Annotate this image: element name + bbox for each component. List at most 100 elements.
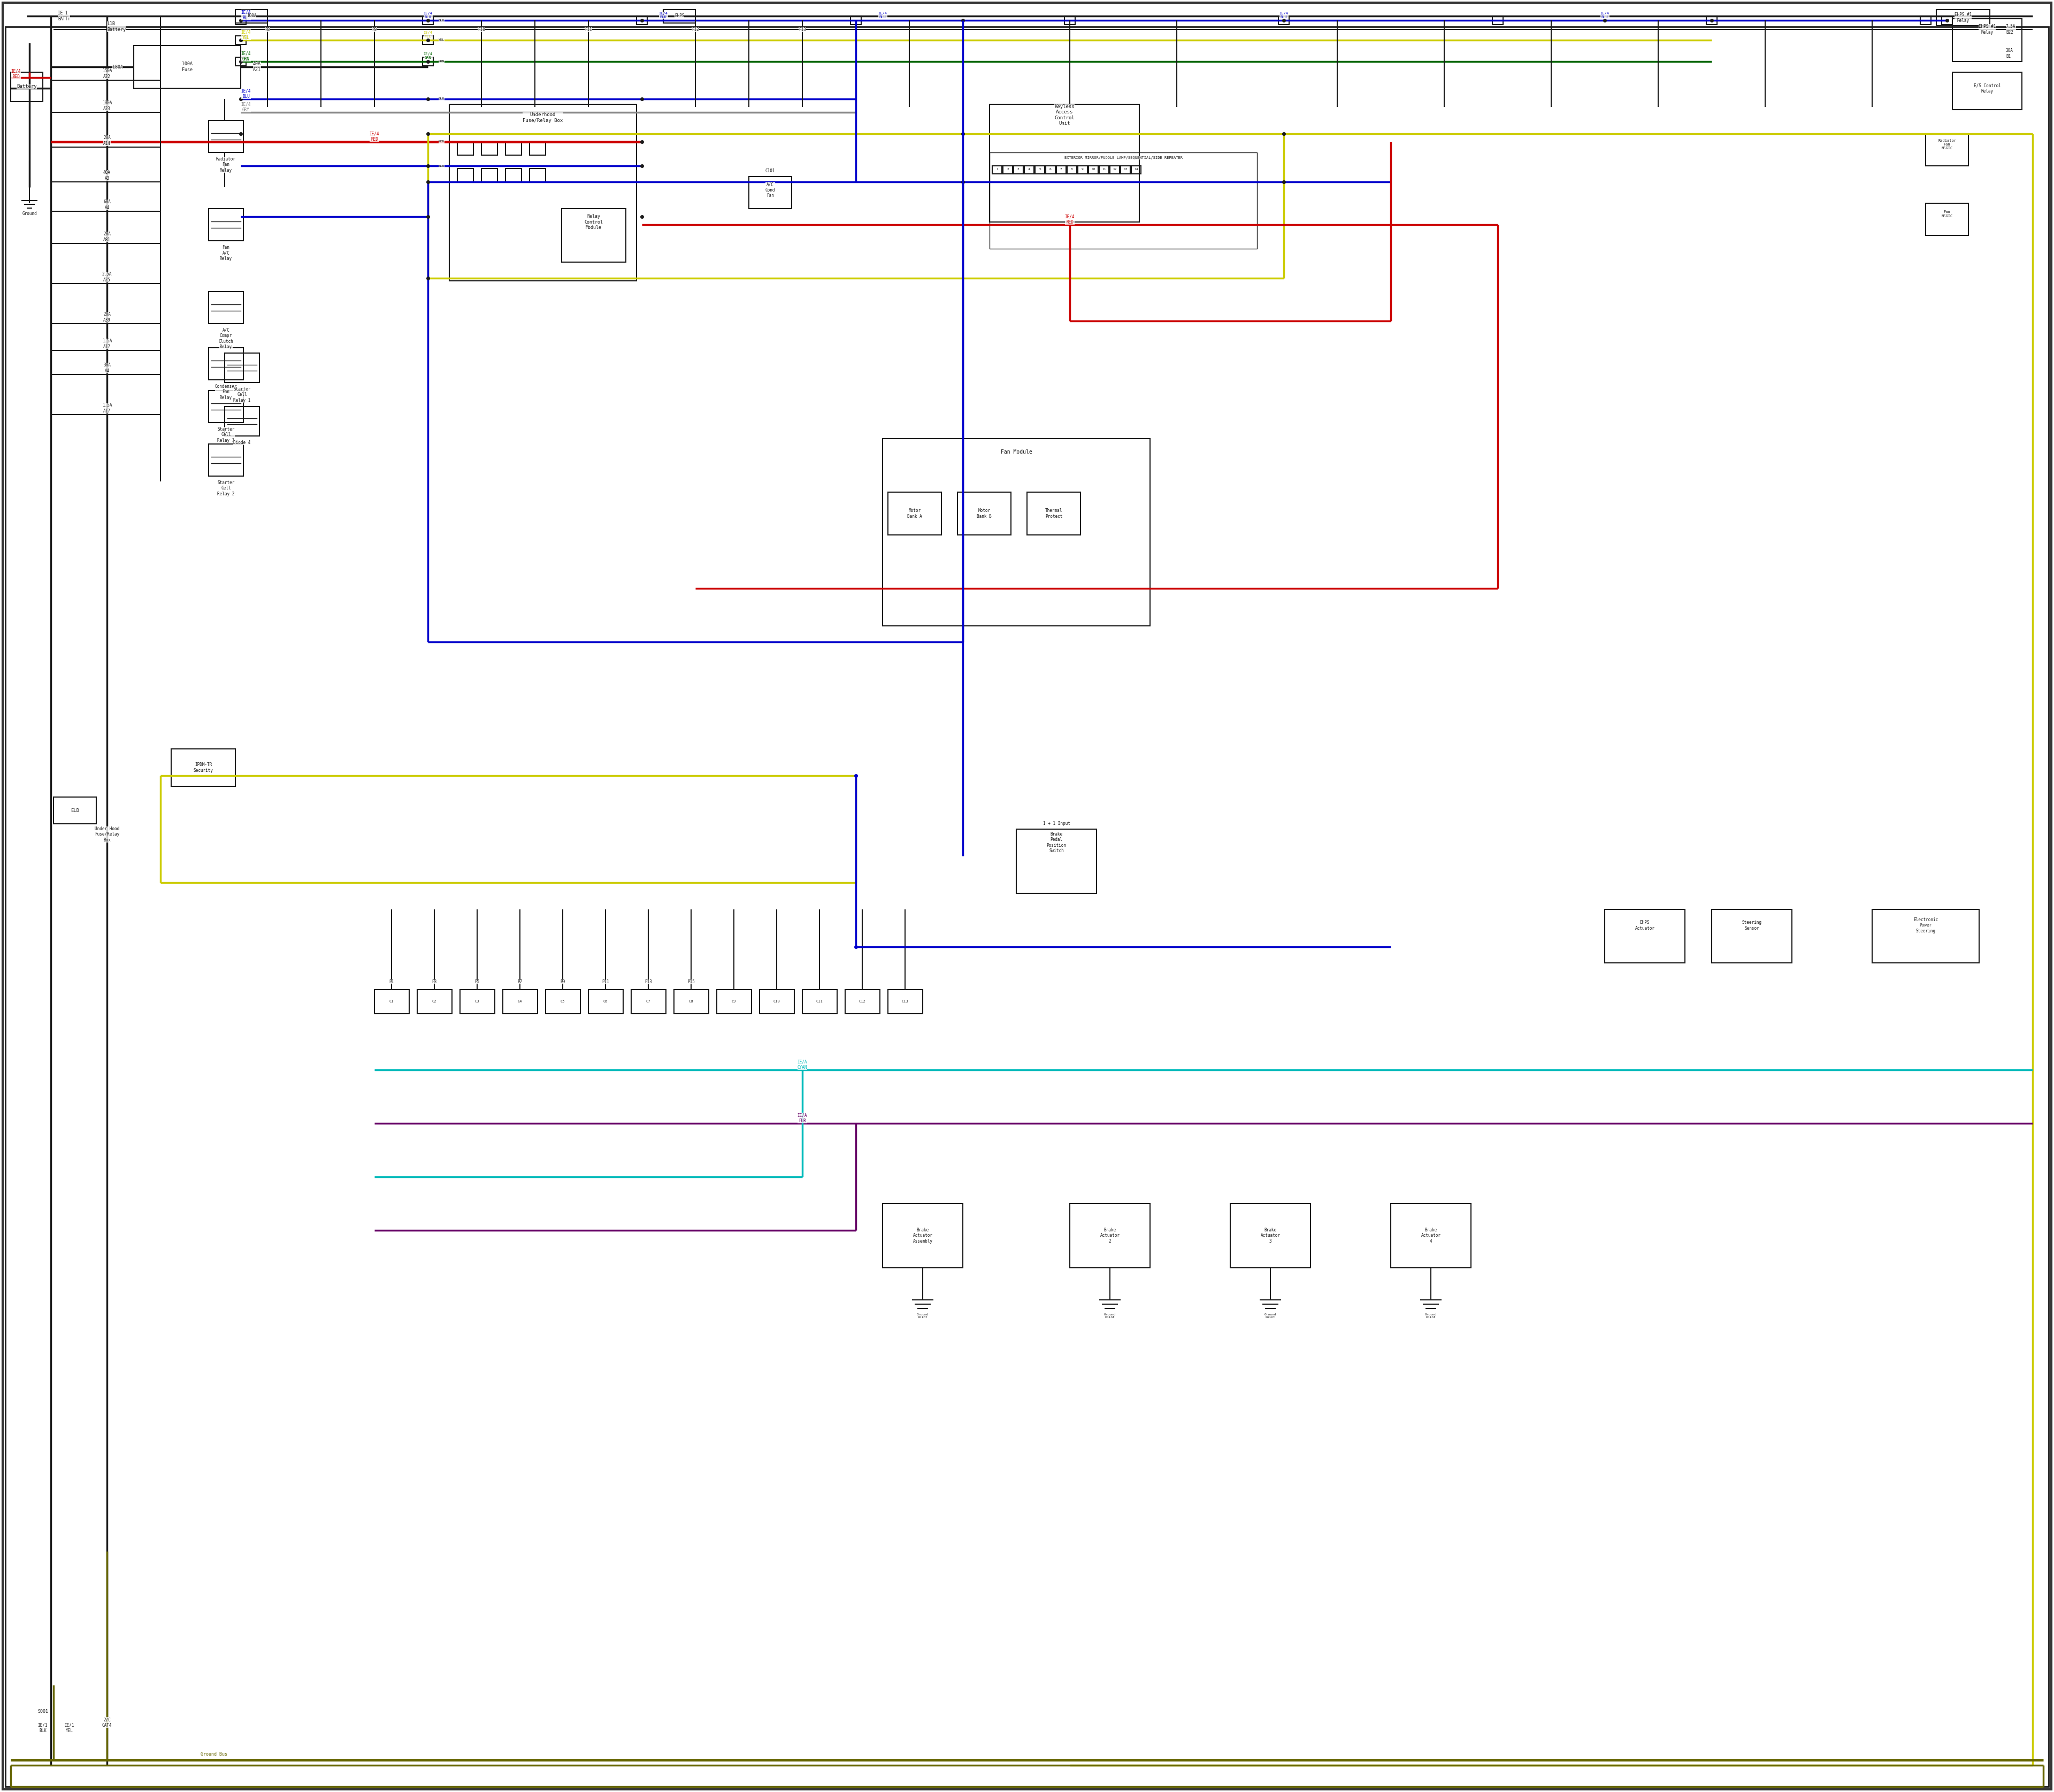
Bar	[1953, 72, 2021, 109]
Bar	[1089, 167, 1099, 174]
Text: Steering
Sensor: Steering Sensor	[1742, 921, 1762, 930]
Text: IE/1
BLK: IE/1 BLK	[37, 1722, 47, 1733]
Text: IE/4
YEL: IE/4 YEL	[423, 30, 433, 38]
Bar	[450, 104, 637, 281]
Bar	[587, 989, 622, 1014]
Bar	[844, 989, 879, 1014]
Bar	[1013, 167, 1023, 174]
Bar	[236, 57, 246, 66]
Text: P7: P7	[518, 978, 522, 984]
Text: EHPS #1
Relay: EHPS #1 Relay	[1955, 13, 1972, 23]
Bar	[210, 208, 242, 240]
Text: ELD: ELD	[70, 808, 80, 814]
Bar	[1109, 167, 1119, 174]
Bar	[1002, 167, 1013, 174]
Text: Ground: Ground	[23, 211, 37, 217]
Bar	[1927, 134, 1968, 167]
Text: A/C
Cond
Fan: A/C Cond Fan	[766, 183, 774, 197]
Bar	[1132, 167, 1140, 174]
Bar	[1027, 493, 1080, 536]
Bar	[1711, 909, 1791, 962]
Text: F11: F11	[585, 27, 592, 32]
Text: F8: F8	[265, 27, 269, 32]
Text: IE/4
GRY: IE/4 GRY	[240, 102, 251, 113]
Text: IE/4
GRN: IE/4 GRN	[240, 50, 251, 61]
Bar	[1230, 1204, 1310, 1267]
Bar	[210, 120, 242, 152]
Text: 12: 12	[1113, 168, 1117, 170]
Bar	[1941, 16, 1953, 25]
Text: P1: P1	[388, 978, 394, 984]
Bar	[637, 16, 647, 25]
Bar	[417, 989, 452, 1014]
Text: P13: P13	[645, 978, 651, 984]
Bar	[1064, 16, 1074, 25]
Bar	[236, 9, 267, 23]
Text: IE/4
BLU: IE/4 BLU	[240, 88, 251, 99]
Bar	[1391, 1204, 1471, 1267]
Bar	[458, 142, 472, 156]
Text: C2: C2	[431, 1000, 438, 1004]
Bar	[530, 142, 546, 156]
Text: 2.5A
A25: 2.5A A25	[103, 272, 111, 283]
Text: F10: F10	[479, 27, 485, 32]
Bar	[505, 142, 522, 156]
Text: Ground
Point: Ground Point	[916, 1314, 928, 1319]
Text: C8: C8	[688, 1000, 694, 1004]
Text: Starter
Cell
Relay 2: Starter Cell Relay 2	[218, 480, 234, 496]
Text: Starter
Cell
Relay 1: Starter Cell Relay 1	[234, 387, 251, 403]
Text: IE/4
GRN: IE/4 GRN	[423, 52, 433, 59]
Text: L1B
Battery: L1B Battery	[107, 22, 125, 32]
Bar	[423, 16, 433, 25]
Text: IE/4
RED: IE/4 RED	[1064, 213, 1074, 224]
Text: 100A
A23: 100A A23	[103, 100, 111, 111]
Text: BLU: BLU	[440, 20, 444, 22]
Text: Ground
Point: Ground Point	[1103, 1314, 1115, 1319]
Bar	[423, 36, 433, 45]
Bar	[1920, 16, 1931, 25]
Bar	[1927, 202, 1968, 235]
Text: Ground Bus: Ground Bus	[201, 1753, 228, 1756]
Text: BLU: BLU	[440, 97, 444, 100]
Bar	[803, 989, 838, 1014]
Text: 30A
A4: 30A A4	[103, 362, 111, 373]
Text: Radiator
Fan
NSGIC: Radiator Fan NSGIC	[1937, 140, 1955, 151]
Text: Brake
Actuator
3: Brake Actuator 3	[1261, 1228, 1280, 1244]
Bar	[10, 72, 43, 102]
Text: P5: P5	[474, 978, 479, 984]
Text: Motor
Bank A: Motor Bank A	[908, 509, 922, 518]
Text: Underhood
Fuse/Relay Box: Underhood Fuse/Relay Box	[524, 113, 563, 124]
Bar	[674, 989, 709, 1014]
Text: Relay
Control
Module: Relay Control Module	[585, 213, 604, 229]
Text: EHPS
Actuator: EHPS Actuator	[1635, 921, 1656, 930]
Text: 13: 13	[1124, 168, 1128, 170]
Text: 1.5A
A17: 1.5A A17	[103, 339, 111, 349]
Text: 30A
B1: 30A B1	[2007, 48, 2013, 59]
Text: EHPS: EHPS	[674, 14, 684, 18]
Bar	[210, 391, 242, 423]
Text: IE/4
YEL: IE/4 YEL	[240, 30, 251, 39]
Bar	[53, 797, 97, 824]
Text: RED: RED	[440, 140, 444, 143]
Text: IE/A
PUR: IE/A PUR	[797, 1113, 807, 1124]
Text: IE/A
CYAN: IE/A CYAN	[797, 1059, 807, 1070]
Text: 40A
A3: 40A A3	[103, 170, 111, 181]
Text: P15: P15	[688, 978, 694, 984]
Text: Brake
Actuator
4: Brake Actuator 4	[1421, 1228, 1440, 1244]
Text: Brake
Actuator
2: Brake Actuator 2	[1101, 1228, 1119, 1244]
Text: 20A
A39: 20A A39	[103, 312, 111, 323]
Text: GRN: GRN	[440, 61, 444, 63]
Text: YEL: YEL	[440, 39, 444, 41]
Text: Brake
Pedal
Position
Switch: Brake Pedal Position Switch	[1048, 831, 1066, 853]
Text: IE/1
YEL: IE/1 YEL	[64, 1722, 74, 1733]
Text: 20A
A81: 20A A81	[103, 231, 111, 242]
Text: C9: C9	[731, 1000, 735, 1004]
Bar	[236, 36, 246, 45]
Bar	[760, 989, 795, 1014]
Text: 7.5A
B22: 7.5A B22	[2007, 25, 2015, 34]
Bar	[1493, 16, 1504, 25]
Text: IE/4
RED: IE/4 RED	[10, 68, 21, 79]
Text: C6: C6	[604, 1000, 608, 1004]
Bar	[631, 989, 665, 1014]
Bar	[1068, 167, 1076, 174]
